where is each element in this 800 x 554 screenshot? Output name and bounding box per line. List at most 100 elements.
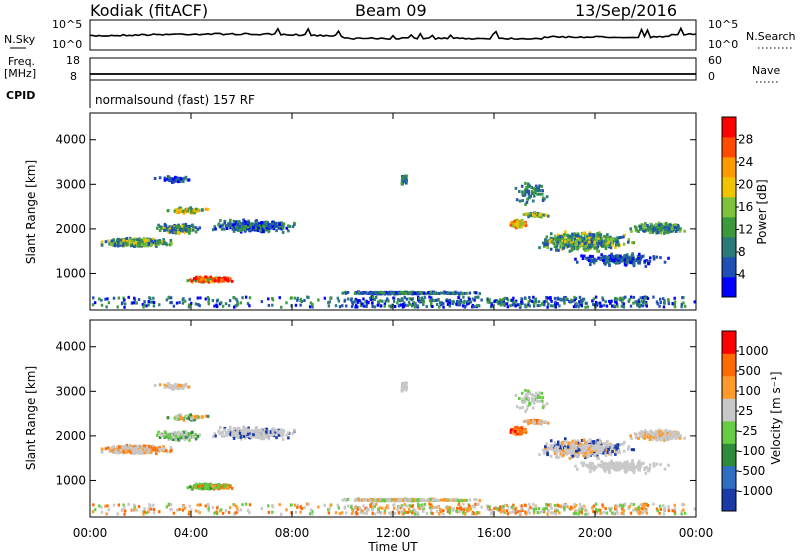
power-cell	[155, 226, 159, 230]
power-cell	[142, 237, 146, 241]
power-cell	[584, 246, 588, 250]
power-cell	[169, 301, 172, 305]
power-cell	[307, 296, 310, 300]
power-cell	[595, 239, 599, 243]
power-cell	[671, 229, 675, 233]
power-cell	[311, 302, 314, 306]
power-cell	[579, 236, 582, 240]
power-cell	[290, 296, 293, 300]
velocity-cell	[169, 445, 173, 449]
velocity-cell	[181, 416, 184, 420]
power-cell	[117, 296, 121, 300]
power-cell	[267, 297, 270, 301]
power-cell	[506, 298, 510, 302]
velocity-cell	[181, 386, 185, 390]
velocity-cell	[360, 498, 364, 502]
velocity-cell	[162, 445, 165, 449]
velocity-cell	[168, 386, 172, 390]
power-cell	[381, 291, 384, 295]
power-cell	[275, 229, 278, 233]
power-cell	[370, 295, 374, 299]
power-cell	[593, 246, 597, 250]
power-cell	[407, 300, 411, 304]
velocity-cell	[162, 433, 166, 437]
power-cell	[632, 241, 636, 245]
velocity-cell	[163, 383, 167, 387]
velocity-cell	[401, 385, 405, 389]
power-cell	[466, 302, 469, 306]
power-cell	[652, 255, 656, 259]
power-cell	[236, 302, 240, 306]
power-cell	[177, 225, 181, 229]
power-cell	[416, 304, 420, 308]
power-cell	[625, 253, 629, 257]
velocity-cell	[393, 499, 397, 503]
power-cell	[603, 303, 606, 307]
velocity-cell	[166, 416, 170, 420]
power-cell	[598, 244, 601, 248]
power-cell	[181, 209, 184, 213]
velocity-cell	[137, 446, 141, 450]
power-cell	[640, 299, 643, 303]
power-cell	[667, 230, 671, 234]
power-cell	[399, 299, 402, 303]
power-cell	[137, 239, 141, 243]
power-cell	[184, 175, 188, 179]
power-cell	[633, 259, 636, 263]
power-cell	[545, 299, 548, 303]
velocity-cell	[277, 433, 281, 437]
power-cell	[622, 305, 626, 309]
power-cell	[568, 234, 571, 238]
velocity-cell	[128, 447, 132, 451]
velocity-cell	[377, 498, 380, 502]
power-cell	[194, 277, 198, 281]
power-cell	[446, 299, 449, 303]
power-cell	[546, 305, 549, 309]
velocity-cell	[171, 438, 175, 442]
power-cell	[412, 302, 415, 306]
velocity-cell	[110, 446, 114, 450]
power-cell	[591, 299, 594, 303]
power-cell	[641, 224, 645, 228]
power-cell	[403, 175, 407, 179]
power-cell	[588, 232, 592, 236]
velocity-cell	[211, 484, 214, 488]
power-cell	[408, 297, 411, 301]
power-cell	[383, 304, 386, 308]
velocity-cell	[179, 413, 183, 417]
power-cell	[402, 304, 406, 308]
velocity-heatmap	[91, 381, 696, 516]
power-cell	[166, 228, 170, 232]
power-cell	[271, 298, 275, 302]
power-cell	[513, 222, 517, 226]
power-cell	[188, 231, 191, 235]
power-cell	[98, 297, 101, 301]
velocity-cell	[193, 418, 196, 422]
power-cell	[575, 239, 578, 243]
velocity-cell	[176, 437, 180, 441]
power-cell	[632, 301, 635, 305]
power-cell	[555, 243, 559, 247]
velocity-cell	[233, 431, 236, 435]
power-cell	[574, 305, 578, 309]
power-cell	[159, 225, 162, 229]
velocity-cell	[164, 448, 168, 452]
power-cell	[456, 291, 460, 295]
velocity-cell	[115, 449, 118, 453]
power-cell	[576, 246, 579, 250]
power-cell	[356, 300, 359, 304]
velocity-cell	[187, 385, 191, 389]
power-cell	[576, 232, 580, 236]
power-cell	[179, 229, 183, 233]
velocity-cell	[192, 432, 195, 436]
velocity-cell	[414, 499, 418, 503]
power-cell	[431, 305, 434, 309]
power-cell	[520, 300, 523, 304]
velocity-cell	[174, 438, 178, 442]
velocity-cell	[232, 436, 236, 440]
power-cell	[185, 226, 188, 230]
colorbar-tick-label: 8	[738, 245, 746, 259]
power-cell	[498, 301, 501, 305]
power-cell	[631, 254, 635, 258]
